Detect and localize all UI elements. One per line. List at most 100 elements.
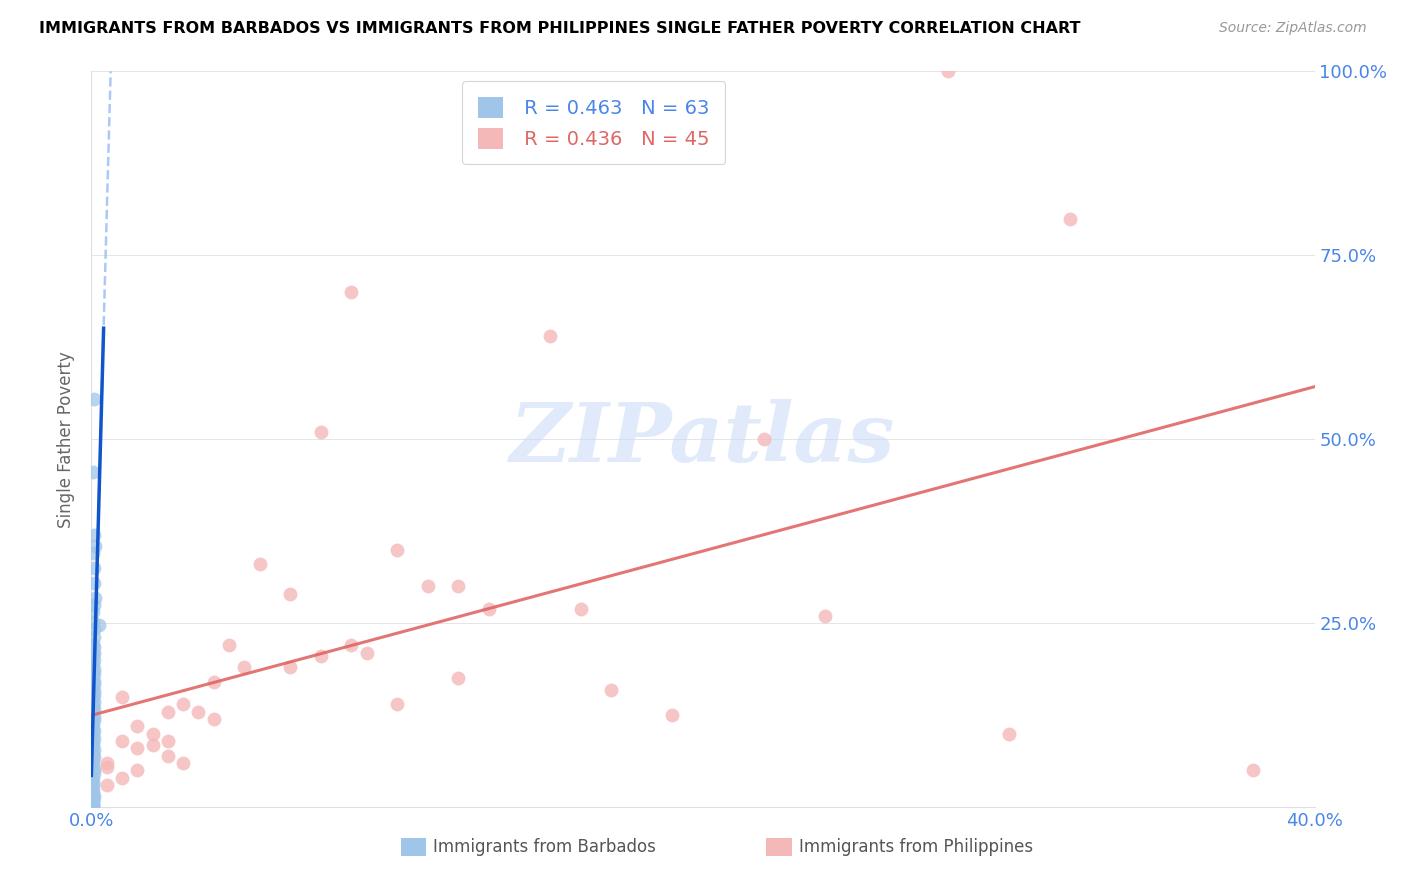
Point xyxy=(83,640,105,654)
Point xyxy=(82,798,104,813)
Point xyxy=(82,781,104,796)
Y-axis label: Single Father Poverty: Single Father Poverty xyxy=(58,351,76,528)
Point xyxy=(83,575,105,590)
Point xyxy=(156,748,179,763)
Point xyxy=(83,622,105,636)
Point xyxy=(82,546,104,560)
Point xyxy=(83,666,105,681)
Point xyxy=(127,764,149,778)
Point xyxy=(1059,211,1081,226)
Point xyxy=(83,689,105,703)
Point xyxy=(82,797,104,811)
Point xyxy=(447,580,470,594)
Point xyxy=(83,561,105,575)
Point xyxy=(82,669,104,683)
Point xyxy=(83,750,105,764)
Point xyxy=(83,653,105,667)
Point xyxy=(82,798,104,813)
Point xyxy=(111,690,134,704)
Point xyxy=(82,793,104,807)
Point xyxy=(340,285,363,300)
Point xyxy=(172,756,194,771)
Point xyxy=(83,731,105,746)
Point xyxy=(83,676,105,690)
Point xyxy=(82,754,104,768)
Point xyxy=(356,646,378,660)
Point xyxy=(83,630,105,644)
Point xyxy=(84,539,107,553)
Point xyxy=(82,605,104,619)
Point xyxy=(83,662,105,676)
Point xyxy=(82,691,104,706)
Point xyxy=(127,741,149,756)
Point xyxy=(82,721,104,735)
Point xyxy=(82,793,104,807)
Point xyxy=(249,558,271,572)
Text: IMMIGRANTS FROM BARBADOS VS IMMIGRANTS FROM PHILIPPINES SINGLE FATHER POVERTY CO: IMMIGRANTS FROM BARBADOS VS IMMIGRANTS F… xyxy=(39,21,1081,36)
Point xyxy=(96,778,118,792)
Point xyxy=(83,673,105,688)
Point xyxy=(82,615,104,629)
Point xyxy=(385,542,409,557)
Point xyxy=(83,710,105,724)
Point xyxy=(141,726,163,740)
Point xyxy=(82,466,104,480)
Point xyxy=(83,743,105,757)
Point xyxy=(84,591,107,605)
Point xyxy=(83,695,105,709)
Point xyxy=(82,728,104,742)
Point xyxy=(83,684,105,698)
Point xyxy=(96,756,118,771)
Point xyxy=(127,719,149,733)
Point xyxy=(82,786,104,800)
Point xyxy=(83,762,105,776)
Point xyxy=(82,681,104,695)
Point xyxy=(82,735,104,749)
Point xyxy=(82,794,104,808)
Point xyxy=(83,598,105,612)
Point xyxy=(936,64,959,78)
Text: Immigrants from Barbados: Immigrants from Barbados xyxy=(433,838,657,856)
Point xyxy=(1243,764,1265,778)
Point xyxy=(998,726,1021,740)
Point xyxy=(83,646,105,660)
Point xyxy=(141,738,163,752)
Point xyxy=(82,717,104,731)
Point xyxy=(82,648,104,662)
Point xyxy=(538,329,561,343)
Point xyxy=(82,778,104,792)
Point xyxy=(82,739,104,754)
Point xyxy=(309,425,332,439)
Point xyxy=(233,660,256,674)
Point xyxy=(309,649,332,664)
Point xyxy=(754,433,776,447)
Point xyxy=(478,601,501,615)
Point xyxy=(83,789,105,804)
Point xyxy=(202,712,225,726)
Point xyxy=(447,672,470,686)
Point xyxy=(82,698,104,713)
Point xyxy=(661,708,683,723)
Point xyxy=(82,774,104,789)
Point xyxy=(218,639,240,653)
Point xyxy=(82,790,104,805)
Point xyxy=(83,766,105,780)
Point xyxy=(202,675,225,690)
Point xyxy=(111,734,134,748)
Point xyxy=(82,637,104,651)
Point xyxy=(82,706,104,720)
Point xyxy=(385,698,409,712)
Point xyxy=(187,705,209,719)
Point xyxy=(156,734,179,748)
Point xyxy=(83,714,105,728)
Point xyxy=(83,702,105,716)
Point xyxy=(82,747,104,761)
Legend:  R = 0.463   N = 63,  R = 0.436   N = 45: R = 0.463 N = 63, R = 0.436 N = 45 xyxy=(463,81,725,164)
Point xyxy=(82,771,104,785)
Point xyxy=(82,757,104,772)
Point xyxy=(156,705,179,719)
Point xyxy=(96,760,118,774)
Point xyxy=(416,580,439,594)
Text: Source: ZipAtlas.com: Source: ZipAtlas.com xyxy=(1219,21,1367,35)
Point xyxy=(87,617,110,632)
